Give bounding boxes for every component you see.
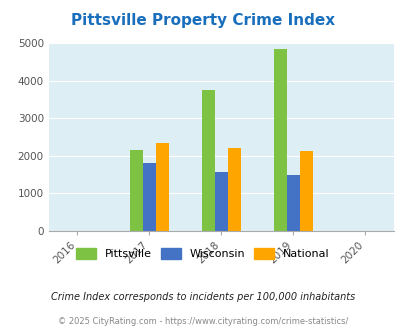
Bar (201, 90, 214, 231)
Bar (299, 151, 312, 231)
Bar (286, 175, 299, 231)
Text: Crime Index corresponds to incidents per 100,000 inhabitants: Crime Index corresponds to incidents per… (51, 292, 354, 302)
Text: Pittsville Property Crime Index: Pittsville Property Crime Index (71, 13, 334, 28)
Bar (227, 148, 240, 231)
Bar (143, 163, 156, 231)
Bar (156, 143, 168, 231)
Bar (214, 172, 227, 231)
Text: © 2025 CityRating.com - https://www.cityrating.com/crime-statistics/: © 2025 CityRating.com - https://www.city… (58, 317, 347, 326)
Bar (273, 49, 286, 231)
Legend: Pittsville, Wisconsin, National: Pittsville, Wisconsin, National (72, 244, 333, 263)
Bar (130, 150, 143, 231)
